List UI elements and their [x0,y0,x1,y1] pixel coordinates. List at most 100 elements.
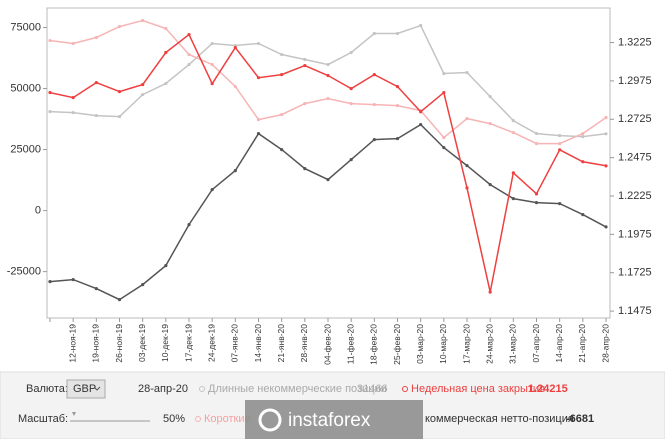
point [465,163,469,168]
point [372,102,376,107]
x-tick-label: 17-дек-19 [183,324,193,362]
point [604,164,608,168]
x-tick-label: 24-дек-19 [206,324,216,362]
point [187,62,191,67]
point [395,136,400,141]
point [534,141,539,146]
point [604,225,608,229]
point [558,148,562,152]
point [256,41,261,46]
point [164,26,168,31]
point [419,122,423,127]
point [465,116,469,121]
point [349,101,353,106]
watermark: instaforex [288,410,371,431]
point [581,134,585,139]
point [256,131,261,136]
x-tick-label: 25-фев-20 [392,324,402,365]
point [303,166,307,171]
point [141,92,145,97]
point [511,130,515,135]
point [534,200,539,205]
point [581,213,585,217]
y-tick-label: 75000 [10,21,41,33]
point [349,50,353,55]
y2-tick-label: 1.2225 [618,190,652,202]
point [164,50,168,55]
currency-value: GBP [73,383,96,395]
point [349,157,353,162]
point [141,283,145,287]
point [117,114,122,119]
y2-tick-label: 1.1475 [618,305,652,317]
x-tick-label: 26-ноя-19 [114,324,124,363]
point [280,73,284,77]
point [558,141,562,146]
watermark-bg [245,400,423,439]
x-tick-label: 07-янв-20 [230,324,240,363]
point [187,223,191,227]
point [419,110,423,114]
point [372,137,376,142]
point [141,82,145,87]
point [117,90,122,94]
currency-label: Валюта: [26,383,68,395]
point [48,38,52,43]
x-tick-label: 31-мар-20 [508,324,518,364]
point [419,23,423,28]
point [94,35,98,40]
x-tick-label: 19-ноя-19 [91,324,101,363]
point [349,86,353,91]
x-tick-label: 12-ноя-19 [67,324,77,363]
legend-entry: Недельная цена закрытия [411,383,545,395]
point [71,96,75,100]
x-tick-label: 14-апр-20 [554,324,564,363]
point [164,81,168,86]
legend-entry: Короткие [204,413,251,425]
point [604,132,608,136]
y2-tick-label: 1.2475 [618,152,652,164]
legend-marker [402,386,408,392]
point [395,103,400,108]
point [280,52,284,57]
point [233,45,237,50]
point [233,84,237,89]
point [511,196,515,201]
y-tick-label: -25000 [7,266,41,278]
x-tick-label: 28-апр-20 [600,324,610,363]
y2-tick-label: 1.2725 [618,113,652,125]
point [326,73,330,78]
point [326,177,330,182]
point [256,76,261,80]
point [280,147,284,152]
currency-select[interactable] [66,379,106,399]
x-tick-label: 10-мар-20 [438,324,448,364]
point [395,84,400,89]
point [465,70,469,75]
point [488,290,492,294]
x-tick-label: 18-фев-20 [369,324,379,365]
point [604,115,608,120]
legend-marker [199,386,205,392]
point [280,112,284,117]
x-tick-label: 24-мар-20 [484,324,494,364]
point [303,63,307,68]
point [558,133,562,138]
y-tick-label: 0 [35,205,41,217]
point [48,90,52,95]
point [71,110,75,115]
point [372,73,376,77]
point [488,121,492,126]
y2-tick-label: 1.2975 [618,75,652,87]
scale-label: Масштаб: [18,413,68,425]
x-tick-label: 04-фев-20 [322,324,332,365]
slider-handle[interactable] [72,412,76,416]
point [511,171,515,175]
point [395,31,400,36]
point [534,192,539,196]
point [210,82,214,86]
x-tick-label: 21-янв-20 [276,324,286,363]
x-tick-label: 28-янв-20 [299,324,309,363]
